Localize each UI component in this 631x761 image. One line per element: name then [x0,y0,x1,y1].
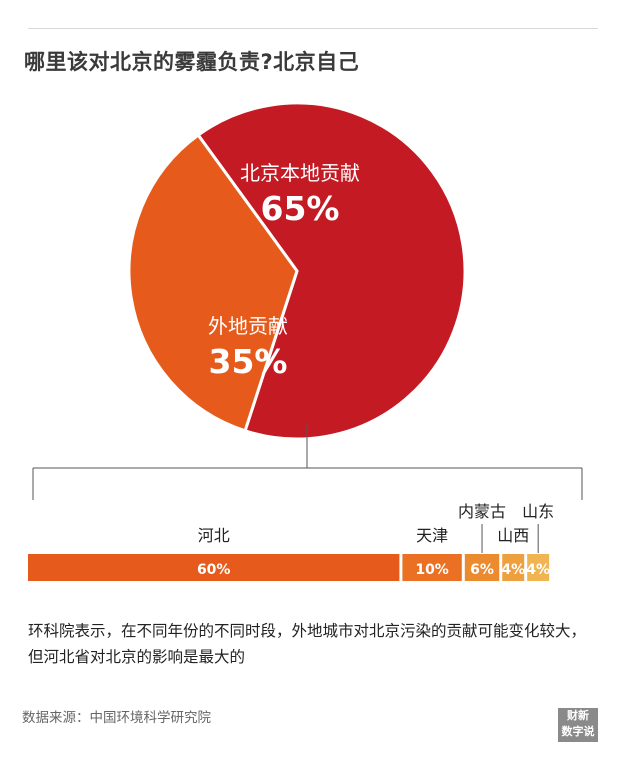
bar-segment [464,554,500,581]
bar-segment [28,554,400,581]
bar-value-label: 10% [415,562,449,578]
bar-value-label: 6% [470,562,494,578]
bar-segment [502,554,525,581]
logo-line1: 财新 [567,709,589,722]
logo-line2: 数字说 [561,725,595,738]
chart-description: 环科院表示，在不同年份的不同时段，外地城市对北京污染的贡献可能变化较大，但河北省… [28,622,587,666]
caixin-logo: 财新 数字说 [558,708,598,742]
pie-slice-value: 35% [209,342,288,381]
pie-slice-value: 65% [261,189,340,228]
top-divider [28,28,598,29]
bar-category-label: 山东 [522,502,554,521]
pie-slice-label: 北京本地贡献 [240,161,360,185]
bar-segment [527,554,550,581]
bar-segment [402,554,462,581]
pie-slice [127,133,299,433]
bar-value-label: 4% [526,562,550,578]
bar-value-label: 4% [501,562,525,578]
data-source: 数据来源：中国环境科学研究院 [22,710,211,726]
bar-category-label: 内蒙古 [458,502,506,521]
bar-category-label: 山西 [497,526,529,545]
pie-slice-label: 外地贡献 [208,314,288,338]
chart-title: 哪里该对北京的雾霾负责?北京自己 [24,50,360,74]
bar-category-label: 河北 [198,526,230,545]
bar-category-label: 天津 [416,526,448,545]
bar-value-label: 60% [197,562,231,578]
pie-slice [196,101,467,441]
